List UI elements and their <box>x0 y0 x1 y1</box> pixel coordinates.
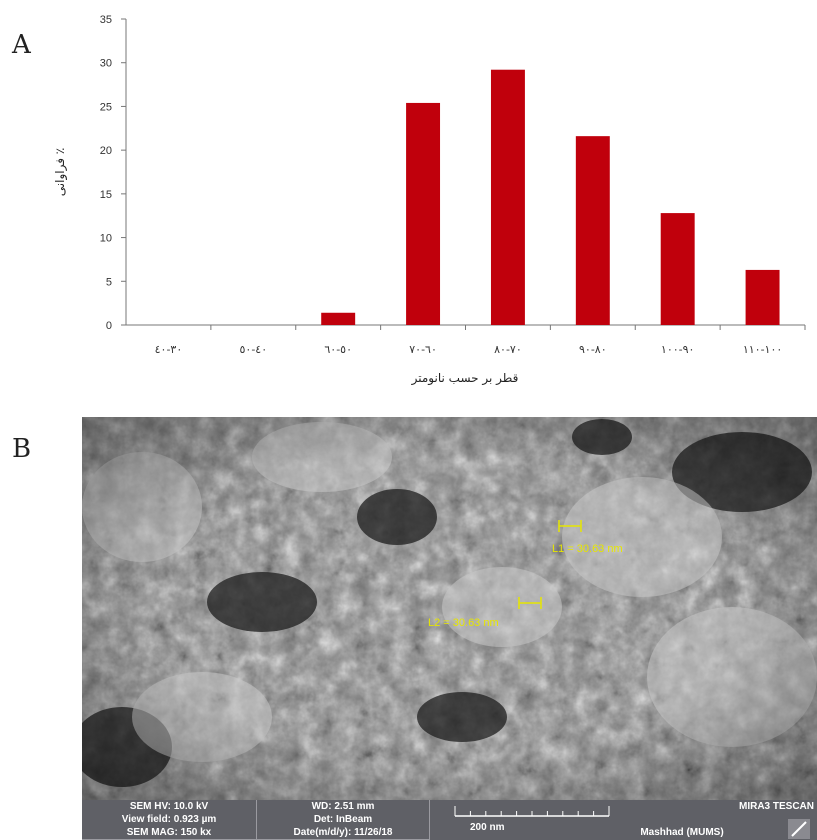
x-tick-label: ٩٠-١٠٠ <box>661 343 695 356</box>
sem-det: Det: InBeam <box>313 814 373 825</box>
facility-location: Mashhad (MUMS) <box>640 827 724 838</box>
bar-4 <box>490 69 525 325</box>
sem-mag: SEM MAG: 150 kx <box>126 827 212 838</box>
y-tick-label: 0 <box>106 320 112 332</box>
x-tick-label: ٥٠-٦٠ <box>324 343 352 356</box>
y-tick-label: 15 <box>100 189 112 201</box>
bar-3 <box>406 102 441 325</box>
measurement-marker-1 <box>558 520 582 532</box>
histogram-chart: 0 5 10 15 20 25 30 35 ٣٠-٤٠ ٤٠-٥٠ ٥٠-٦٠ ٦٠-٧٠ ٧٠-٨٠… <box>53 14 806 386</box>
sem-date: Date(m/d/y): 11/26/18 <box>293 827 393 838</box>
x-tick-label: ٦٠-٧٠ <box>409 343 437 356</box>
sem-info-bar: SEM HV: 10.0 kV View field: 0.923 µm SEM… <box>82 800 817 840</box>
measurement-marker-2 <box>518 597 542 609</box>
tescan-logo-icon <box>788 819 810 839</box>
y-tick-label: 5 <box>106 276 112 288</box>
bar-6 <box>660 213 695 325</box>
panel-b-label: B <box>12 434 32 464</box>
bar-2 <box>321 312 356 325</box>
scale-bar-label: 200 nm <box>470 822 505 833</box>
y-tick-label: 35 <box>100 14 112 26</box>
x-tick-label: ٤٠-٥٠ <box>239 343 267 356</box>
panel-a-label: A <box>12 30 31 60</box>
y-tick-label: 30 <box>100 58 112 70</box>
y-axis-label: فراوانی ٪ <box>53 148 68 196</box>
bar-5 <box>575 136 610 325</box>
x-tick-label: ٧٠-٨٠ <box>494 343 522 356</box>
x-tick-label: ٣٠-٤٠ <box>155 343 183 356</box>
sem-image <box>82 417 817 800</box>
sem-micrograph: L1 = 30.63 nm L2 = 30.63 nm SEM HV: 10.0… <box>82 417 817 840</box>
bar-7 <box>745 269 780 325</box>
y-tick-label: 10 <box>100 233 112 245</box>
measurement-label-1: L1 = 30.63 nm <box>552 543 623 555</box>
x-tick-label: ١٠٠-١١٠ <box>743 343 782 356</box>
x-axis-label: قطر بر حسب نانومتر <box>411 371 519 386</box>
measurement-label-2: L2 = 30.63 nm <box>428 617 499 629</box>
x-tick-label: ٨٠-٩٠ <box>579 343 607 356</box>
y-tick-label: 25 <box>100 101 112 113</box>
sem-wd: WD: 2.51 mm <box>311 801 375 812</box>
y-tick-label: 20 <box>100 145 112 157</box>
instrument-name: MIRA3 TESCAN <box>738 801 814 812</box>
scale-bar <box>454 806 610 817</box>
sem-hv: SEM HV: 10.0 kV <box>129 801 209 812</box>
sem-view-field: View field: 0.923 µm <box>121 814 217 825</box>
